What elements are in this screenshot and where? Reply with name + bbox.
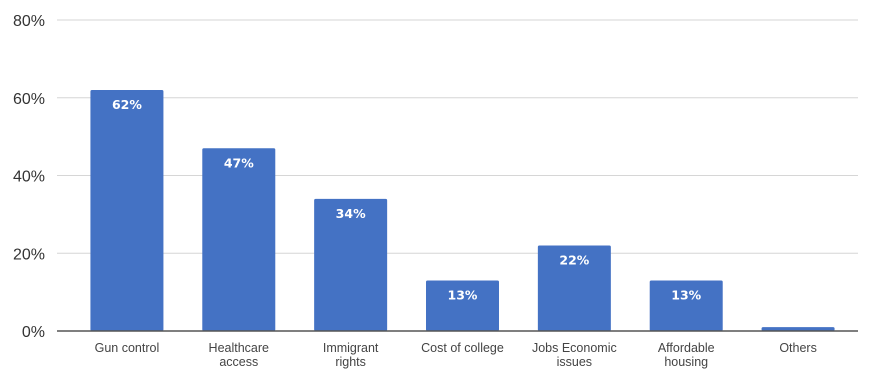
x-category-label: access [219, 355, 258, 369]
bar [314, 198, 388, 331]
bar [90, 89, 164, 331]
x-category-label: Healthcare [209, 341, 269, 355]
bar-data-label: 13% [448, 287, 478, 302]
y-tick-label: 40% [13, 169, 45, 186]
bar-data-label: 13% [671, 287, 701, 302]
y-tick-label: 0% [22, 324, 45, 341]
x-category-label: issues [557, 355, 592, 369]
x-category-label: Gun control [95, 341, 160, 355]
x-category-label: Immigrant [323, 341, 379, 355]
x-category-label: Jobs Economic [532, 341, 617, 355]
x-category-label: Cost of college [421, 341, 504, 355]
bar [426, 280, 499, 331]
y-axis-tick-labels: 0% 20% 40% 60% 80% [13, 13, 45, 341]
bars: 62% 47% 34% 13% 22% 13% [90, 89, 835, 331]
bar [537, 245, 611, 331]
gridlines [57, 19, 858, 254]
bar-data-label: 34% [336, 206, 366, 221]
bar-data-label: 22% [559, 252, 589, 267]
y-tick-label: 20% [13, 246, 45, 263]
y-tick-label: 80% [13, 13, 45, 30]
bar [649, 280, 723, 331]
bar-data-label: 62% [112, 97, 142, 112]
y-tick-label: 60% [13, 91, 45, 108]
bar-data-label: 47% [224, 155, 254, 170]
bar [202, 148, 276, 331]
bar [761, 327, 835, 331]
x-category-label: Affordable [658, 341, 715, 355]
x-category-label: housing [664, 355, 708, 369]
x-category-label: rights [335, 355, 366, 369]
x-category-label: Others [779, 341, 817, 355]
